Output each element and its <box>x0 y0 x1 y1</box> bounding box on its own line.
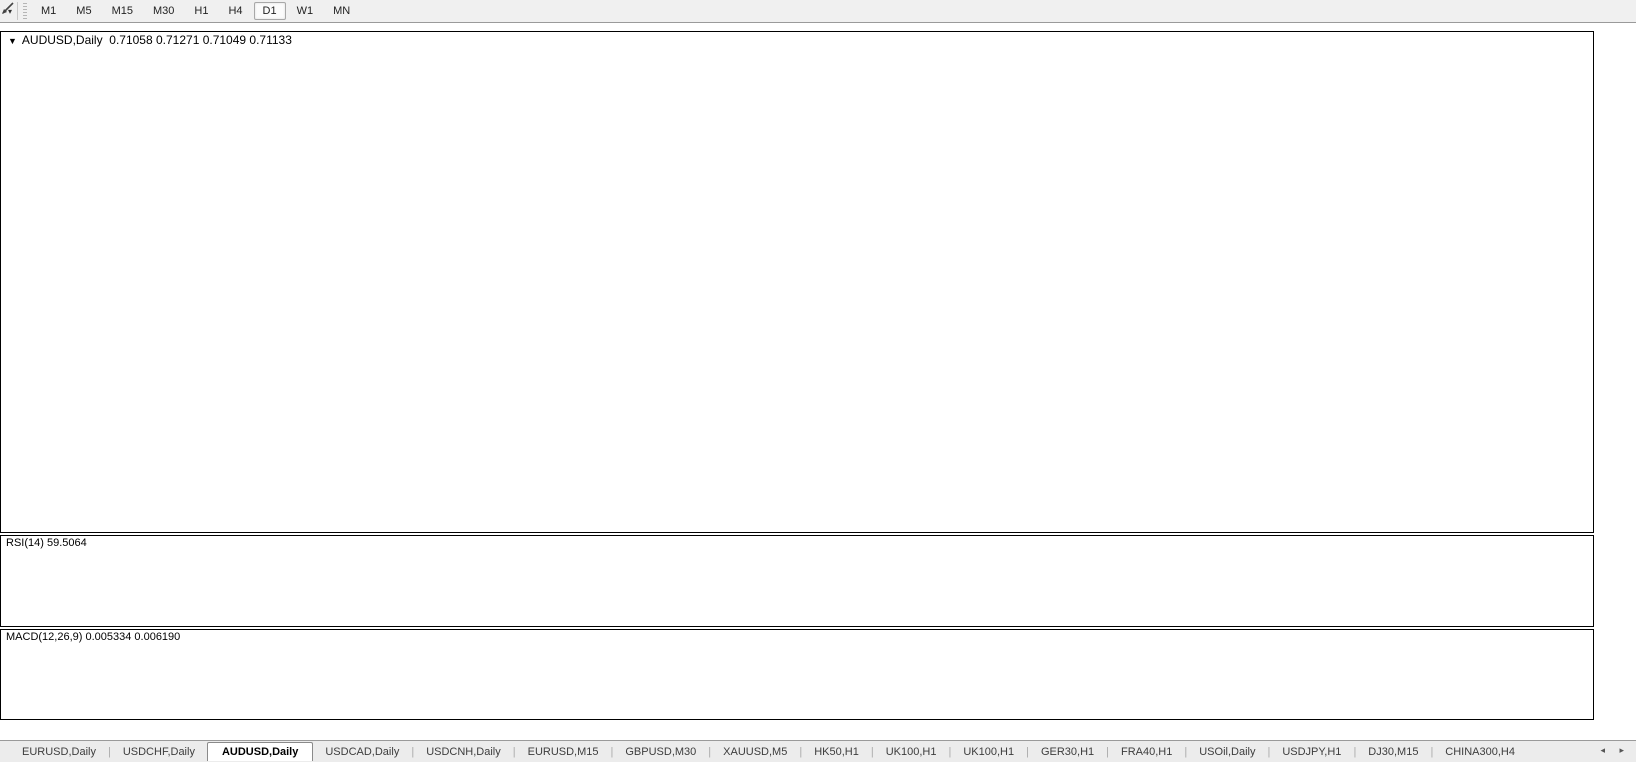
timeframe-button-m1[interactable]: M1 <box>41 5 57 17</box>
timeframe-button-m15[interactable]: M15 <box>111 5 133 17</box>
rsi-pane[interactable] <box>0 535 1594 627</box>
chart-tab-bar: EURUSD,Daily | USDCHF,Daily AUDUSD,Daily USD… <box>0 740 1636 762</box>
tab-eurusd-m15[interactable]: EURUSD,M15 <box>527 745 599 758</box>
tab-separator: | <box>1184 745 1188 758</box>
tab-fra40-h1[interactable]: FRA40,H1 <box>1121 745 1173 758</box>
draw-tool-button[interactable]: ▾ <box>0 2 14 16</box>
tab-uk100-h1[interactable]: UK100,H1 <box>963 745 1015 758</box>
tab-separator: | <box>107 745 111 758</box>
chart-symbol-period: AUDUSD,Daily <box>21 33 103 47</box>
toolbar-grip[interactable] <box>23 3 28 19</box>
timeframe-button-w1[interactable]: W1 <box>296 5 314 17</box>
tab-uk100-h1[interactable]: UK100,H1 <box>885 745 937 758</box>
chart-title: ▼ AUDUSD,Daily 0.71058 0.71271 0.71049 0.… <box>8 33 292 47</box>
timeframe-button-group: M1 M5 M15 M30 H1 H4 D1 W1 MN <box>31 2 360 20</box>
tab-usdcnh-daily[interactable]: USDCNH,Daily <box>426 745 501 758</box>
tab-separator: | <box>1430 745 1434 758</box>
tab-usdchf-daily[interactable]: USDCHF,Daily <box>122 745 195 758</box>
chevron-down-icon[interactable]: ▾ <box>8 6 13 16</box>
tab-hk50-h1[interactable]: HK50,H1 <box>814 745 859 758</box>
tab-xauusd-m5[interactable]: XAUUSD,M5 <box>723 745 788 758</box>
macd-header: MACD(12,26,9) 0.005334 0.006190 <box>6 631 181 643</box>
tab-separator: | <box>1353 745 1357 758</box>
timeframe-button-h1[interactable]: H1 <box>194 5 209 17</box>
tab-eurusd-daily[interactable]: EURUSD,Daily <box>22 745 96 758</box>
top-toolbar: ▾ M1 M5 M15 M30 H1 H4 D1 W1 MN <box>0 0 1636 23</box>
tab-separator: | <box>610 745 614 758</box>
tab-usoil-daily[interactable]: USOil,Daily <box>1199 745 1256 758</box>
timeframe-button-mn[interactable]: MN <box>333 5 351 17</box>
tab-gbpusd-m30[interactable]: GBPUSD,M30 <box>625 745 697 758</box>
collapse-arrow-icon[interactable]: ▼ <box>8 36 17 46</box>
tab-dj30-m15[interactable]: DJ30,M15 <box>1368 745 1419 758</box>
candlestick-canvas <box>1 32 1593 532</box>
tab-ger30-h1[interactable]: GER30,H1 <box>1040 745 1095 758</box>
tab-separator: | <box>1267 745 1271 758</box>
tab-separator: | <box>799 745 803 758</box>
tab-separator: | <box>870 745 874 758</box>
timeframe-button-d1[interactable]: D1 <box>253 2 286 20</box>
tab-separator: | <box>708 745 712 758</box>
tab-separator: | <box>1106 745 1110 758</box>
tab-china300-h4[interactable]: CHINA300,H4 <box>1445 745 1515 758</box>
timeframe-button-h4[interactable]: H4 <box>228 5 243 17</box>
rsi-header: RSI(14) 59.5064 <box>6 537 87 549</box>
toolbar-separator <box>17 2 19 20</box>
timeframe-button-m30[interactable]: M30 <box>152 5 175 17</box>
tab-audusd-daily[interactable]: AUDUSD,Daily <box>206 742 314 761</box>
main-chart-pane[interactable] <box>0 31 1594 533</box>
tab-usdcad-daily[interactable]: USDCAD,Daily <box>325 745 400 758</box>
tab-separator: | <box>411 745 415 758</box>
tab-usdjpy-h1[interactable]: USDJPY,H1 <box>1282 745 1342 758</box>
tab-separator: | <box>1026 745 1029 758</box>
draw-tool-icon <box>2 2 14 14</box>
macd-pane[interactable] <box>0 629 1594 720</box>
tab-scroll-arrows[interactable]: ◂ ▸ <box>1600 745 1630 755</box>
timeframe-button-m5[interactable]: M5 <box>76 5 92 17</box>
tab-separator: | <box>948 745 952 758</box>
chart-ohlc-values: 0.71058 0.71271 0.71049 0.71133 <box>109 33 292 47</box>
tab-separator: | <box>512 745 516 758</box>
